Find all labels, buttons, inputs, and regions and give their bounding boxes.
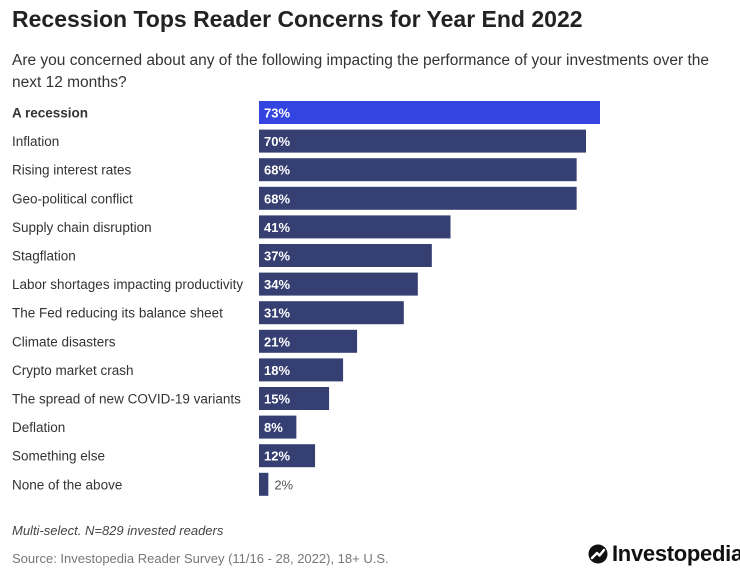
bar bbox=[259, 472, 269, 496]
data-label: 8% bbox=[264, 420, 283, 435]
bar bbox=[259, 358, 344, 382]
category-label: Stagflation bbox=[12, 249, 76, 264]
bar-chart: A recession 73% Inflation 70% Rising interes… bbox=[12, 101, 600, 496]
category-label: Something else bbox=[12, 449, 105, 464]
bar bbox=[259, 272, 418, 296]
survey-note: Multi-select. N=829 invested readers bbox=[12, 523, 224, 538]
category-label: Supply chain disruption bbox=[12, 220, 152, 235]
category-label: Crypto market crash bbox=[12, 363, 134, 378]
data-label: 12% bbox=[264, 449, 290, 464]
category-label: Rising interest rates bbox=[12, 163, 132, 178]
data-label: 73% bbox=[264, 106, 290, 121]
category-label: A recession bbox=[12, 106, 88, 121]
data-label: 70% bbox=[264, 134, 290, 149]
bar bbox=[259, 186, 577, 210]
data-label: 21% bbox=[264, 334, 290, 349]
bar bbox=[259, 244, 432, 267]
data-label: 31% bbox=[264, 306, 290, 321]
bar bbox=[259, 158, 577, 182]
bar bbox=[259, 387, 330, 410]
chart-title: Recession Tops Reader Concerns for Year … bbox=[12, 6, 583, 32]
bar bbox=[259, 101, 600, 124]
bar bbox=[259, 215, 451, 239]
data-label: 34% bbox=[264, 277, 290, 292]
data-label: 18% bbox=[264, 363, 290, 378]
category-label: The Fed reducing its balance sheet bbox=[12, 306, 223, 321]
source-text: Source: Investopedia Reader Survey (11/1… bbox=[12, 551, 389, 566]
data-label: 2% bbox=[274, 477, 293, 492]
category-label: The spread of new COVID-19 variants bbox=[12, 392, 241, 407]
category-label: Geo-political conflict bbox=[12, 191, 133, 206]
data-label: 68% bbox=[264, 191, 290, 206]
bar bbox=[259, 301, 404, 325]
category-label: Inflation bbox=[12, 134, 59, 149]
brand-logo: Investopedia bbox=[588, 541, 740, 567]
data-label: 68% bbox=[264, 163, 290, 178]
bar bbox=[259, 415, 297, 439]
category-label: Climate disasters bbox=[12, 334, 116, 349]
chart-subtitle: Are you concerned about any of the follo… bbox=[12, 52, 710, 91]
category-label: Deflation bbox=[12, 420, 65, 435]
bar bbox=[259, 329, 358, 353]
category-label: Labor shortages impacting productivity bbox=[12, 277, 243, 292]
data-label: 37% bbox=[264, 249, 290, 264]
data-label: 41% bbox=[264, 220, 290, 235]
bar bbox=[259, 129, 586, 153]
category-label: None of the above bbox=[12, 477, 122, 492]
bar bbox=[259, 444, 316, 468]
data-label: 15% bbox=[264, 392, 290, 407]
investopedia-logo-icon bbox=[588, 544, 608, 564]
brand-name: Investopedia bbox=[612, 541, 740, 566]
